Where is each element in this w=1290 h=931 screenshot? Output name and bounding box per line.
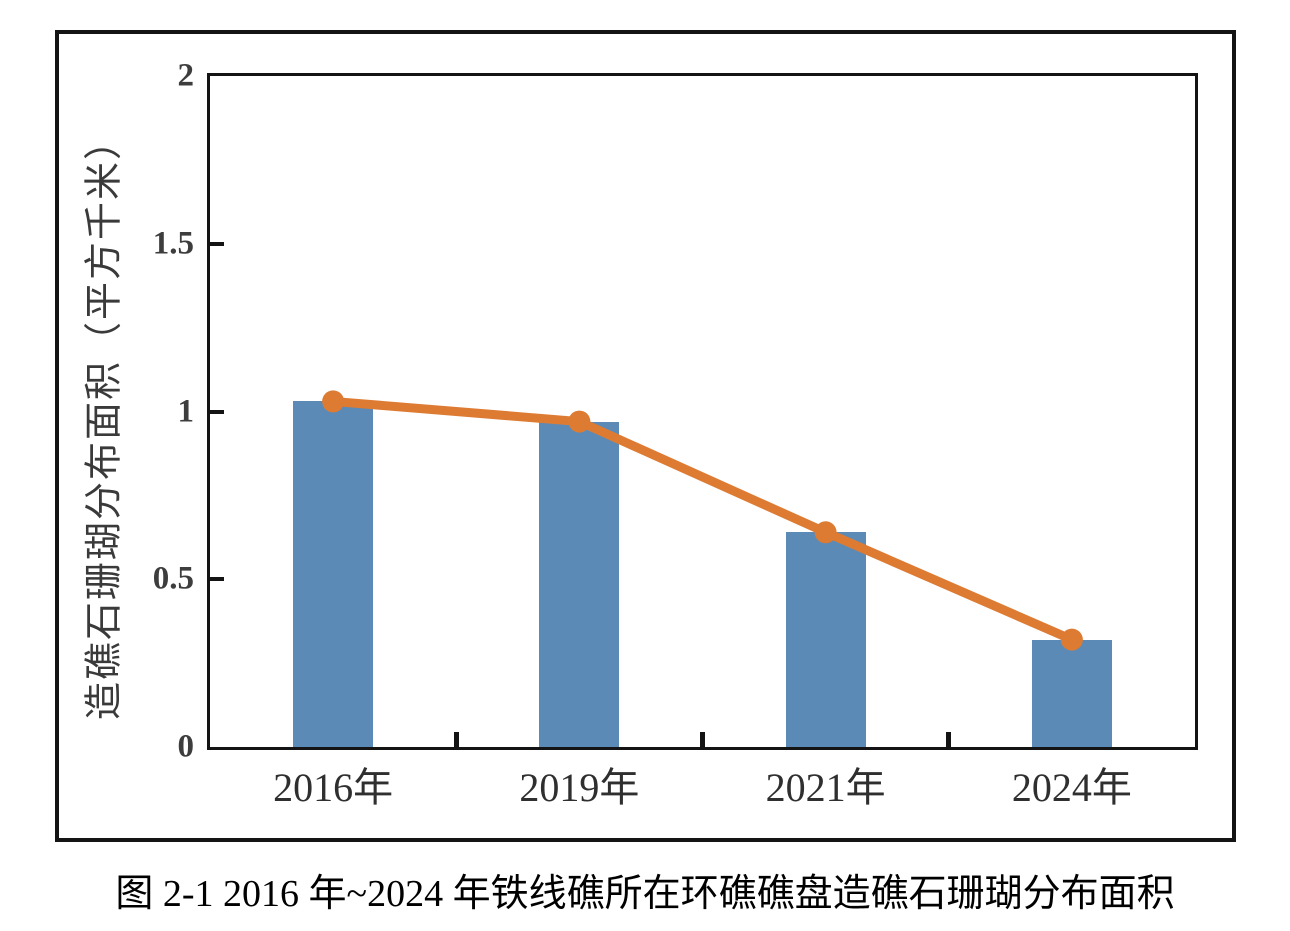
x-category-label-2019年: 2019年 (519, 765, 640, 810)
bar-2016年 (293, 401, 374, 747)
trend-line (322, 390, 1083, 651)
y-tick-mark-1.5 (210, 241, 224, 246)
y-tick-label-0.5: 0.5 (152, 560, 194, 597)
line-marker-2021年 (814, 521, 837, 544)
x-category-label-2021年: 2021年 (765, 765, 886, 810)
line-marker-2016年 (322, 390, 345, 413)
x-tick-mark-3 (946, 732, 952, 747)
y-tick-label-0: 0 (177, 728, 195, 765)
line-path (332, 396, 1074, 644)
x-tick-mark-1 (453, 732, 459, 747)
x-category-label-2024年: 2024年 (1011, 765, 1132, 810)
bar-2021年 (785, 532, 866, 747)
figure-caption: 图 2-1 2016 年~2024 年铁线礁所在环礁礁盘造礁石珊瑚分布面积 (115, 873, 1175, 915)
y-tick-label-2: 2 (177, 57, 195, 94)
bar-2019年 (539, 421, 620, 747)
x-tick-mark-2 (700, 732, 705, 747)
plot-area (207, 73, 1198, 750)
y-tick-mark-0.5 (210, 577, 224, 582)
line-marker-2024年 (1060, 628, 1083, 651)
x-category-label-2016年: 2016年 (273, 765, 394, 810)
y-tick-label-1: 1 (177, 393, 195, 429)
line-marker-2019年 (568, 410, 591, 433)
y-tick-mark-1 (210, 409, 224, 414)
bar-2024年 (1031, 639, 1112, 747)
y-tick-label-1.5: 1.5 (152, 225, 194, 262)
